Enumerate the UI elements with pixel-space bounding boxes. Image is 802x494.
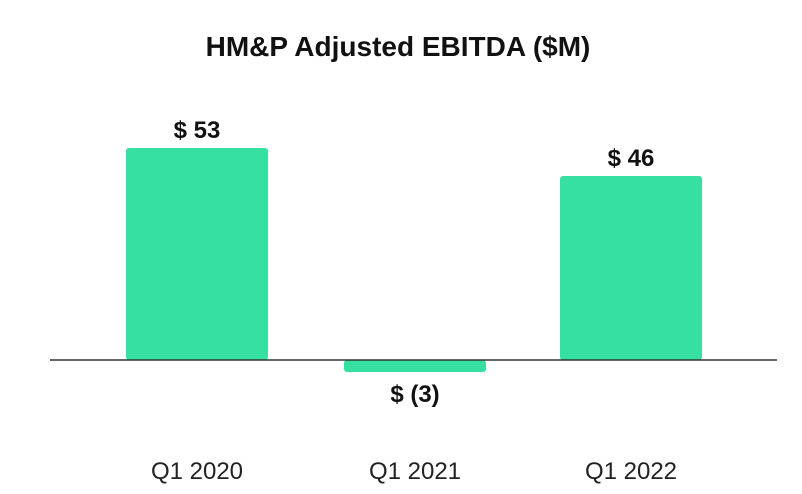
data-labels-layer: $ 53 $ (3) $ 46	[174, 117, 655, 408]
tick-label-q1-2021: Q1 2021	[369, 458, 461, 485]
bar-q1-2021	[344, 360, 486, 372]
data-label-q1-2022: $ 46	[608, 145, 655, 172]
tick-label-q1-2020: Q1 2020	[151, 458, 243, 485]
chart-title: HM&P Adjusted EBITDA ($M)	[206, 31, 591, 62]
data-label-q1-2020: $ 53	[174, 117, 221, 144]
tick-label-q1-2022: Q1 2022	[585, 458, 677, 485]
bar-q1-2022	[560, 176, 702, 360]
data-label-q1-2021: $ (3)	[390, 381, 439, 408]
bars-layer	[126, 148, 702, 372]
category-tick-labels: Q1 2020 Q1 2021 Q1 2022	[151, 458, 677, 485]
bar-q1-2020	[126, 148, 268, 360]
